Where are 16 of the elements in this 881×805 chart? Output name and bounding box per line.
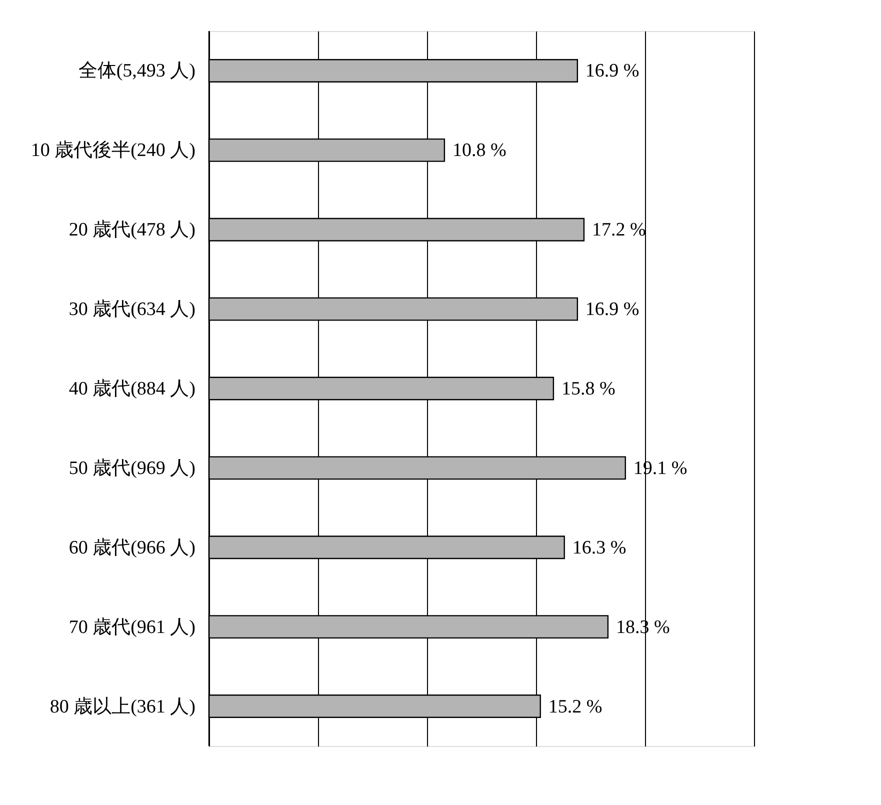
data-label: 16.9 % (585, 299, 640, 320)
y-tick-label: 20 歳代(478 人) (68, 220, 196, 241)
y-tick-label: 10 歳代後半(240 人) (30, 140, 196, 162)
y-tick-label: 60 歳代(966 人) (68, 537, 196, 558)
y-tick-label: 80 歳以上(361 人) (50, 696, 196, 718)
y-tick-label: 50 歳代(969 人) (68, 458, 196, 479)
y-tick-label: 40 歳代(884 人) (68, 378, 196, 400)
data-label: 16.9 % (585, 60, 640, 82)
data-label: 17.2 % (592, 220, 646, 241)
y-tick-label: 全体(5,493 人) (78, 60, 196, 82)
y-tick-label: 70 歳代(961 人) (68, 616, 196, 638)
y-tick-label: 30 歳代(634 人) (68, 299, 196, 320)
data-label: 15.8 % (561, 378, 616, 400)
data-label: 16.3 % (572, 537, 626, 558)
data-label: 15.2 % (548, 696, 602, 718)
data-label: 10.8 % (452, 140, 506, 162)
